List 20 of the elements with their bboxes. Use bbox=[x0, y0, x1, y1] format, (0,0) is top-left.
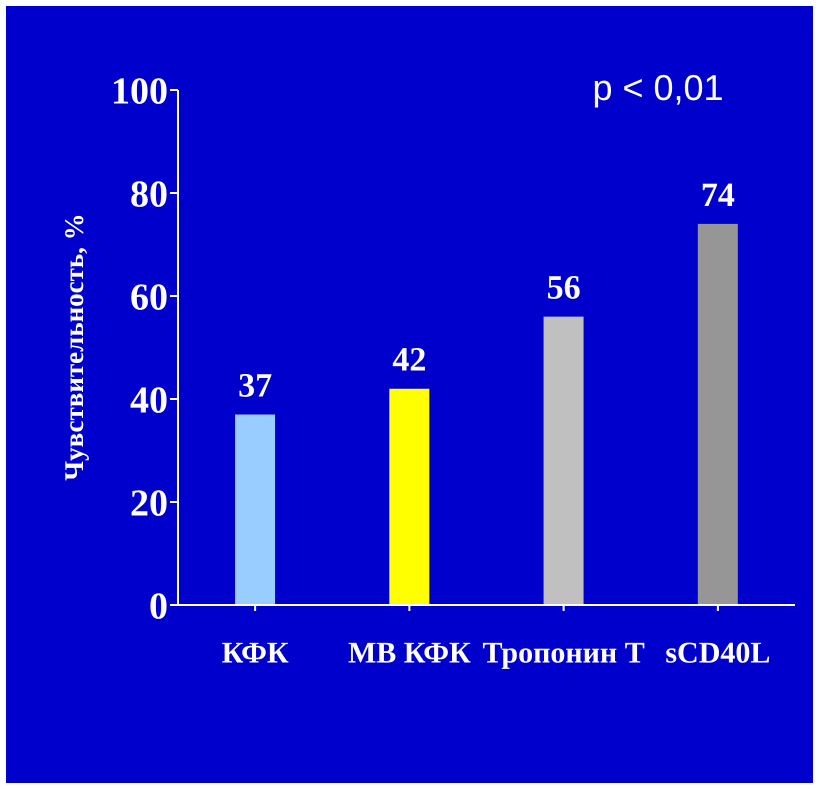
annotation: p < 0,01 bbox=[592, 67, 724, 108]
data-label: 74 bbox=[700, 176, 735, 214]
bar bbox=[389, 388, 430, 605]
data-label: 37 bbox=[238, 367, 272, 404]
x-tick-label: sCD40L bbox=[665, 636, 770, 670]
y-tick-label: 100 bbox=[111, 70, 168, 112]
data-label: 56 bbox=[546, 270, 581, 307]
bar bbox=[544, 316, 584, 605]
y-tick-label: 40 bbox=[130, 379, 168, 422]
y-tick-label: 60 bbox=[130, 276, 168, 318]
x-tick-label: КФК bbox=[222, 636, 289, 670]
x-tick-label: Тропонин Т bbox=[482, 636, 645, 670]
y-tick-label: 0 bbox=[149, 585, 168, 628]
bar bbox=[235, 414, 276, 605]
bar bbox=[698, 224, 738, 605]
y-tick-label: 80 bbox=[130, 173, 168, 216]
x-tick-label: МВ КФК bbox=[348, 636, 472, 670]
y-tick-label: 20 bbox=[130, 482, 168, 524]
data-label: 42 bbox=[392, 342, 426, 379]
y-axis-title: Чувствительность, % bbox=[59, 213, 89, 481]
